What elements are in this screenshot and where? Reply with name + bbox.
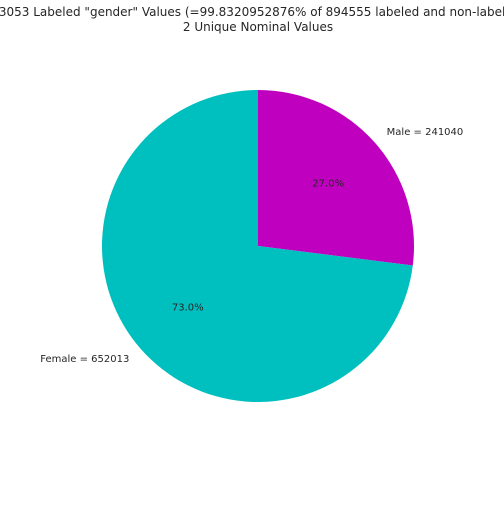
pie-slice-category-label: Female = 652013 xyxy=(40,354,129,365)
pie-slice-category-label: Male = 241040 xyxy=(387,127,464,138)
pie-slice-percent-label: 27.0% xyxy=(312,179,344,190)
pie-slices xyxy=(102,90,414,402)
chart-title-line-2: 2 Unique Nominal Values xyxy=(183,20,333,34)
chart-title-line-1: 893053 Labeled "gender" Values (=99.8320… xyxy=(0,5,504,19)
pie-slice-percent-label: 73.0% xyxy=(172,302,204,313)
